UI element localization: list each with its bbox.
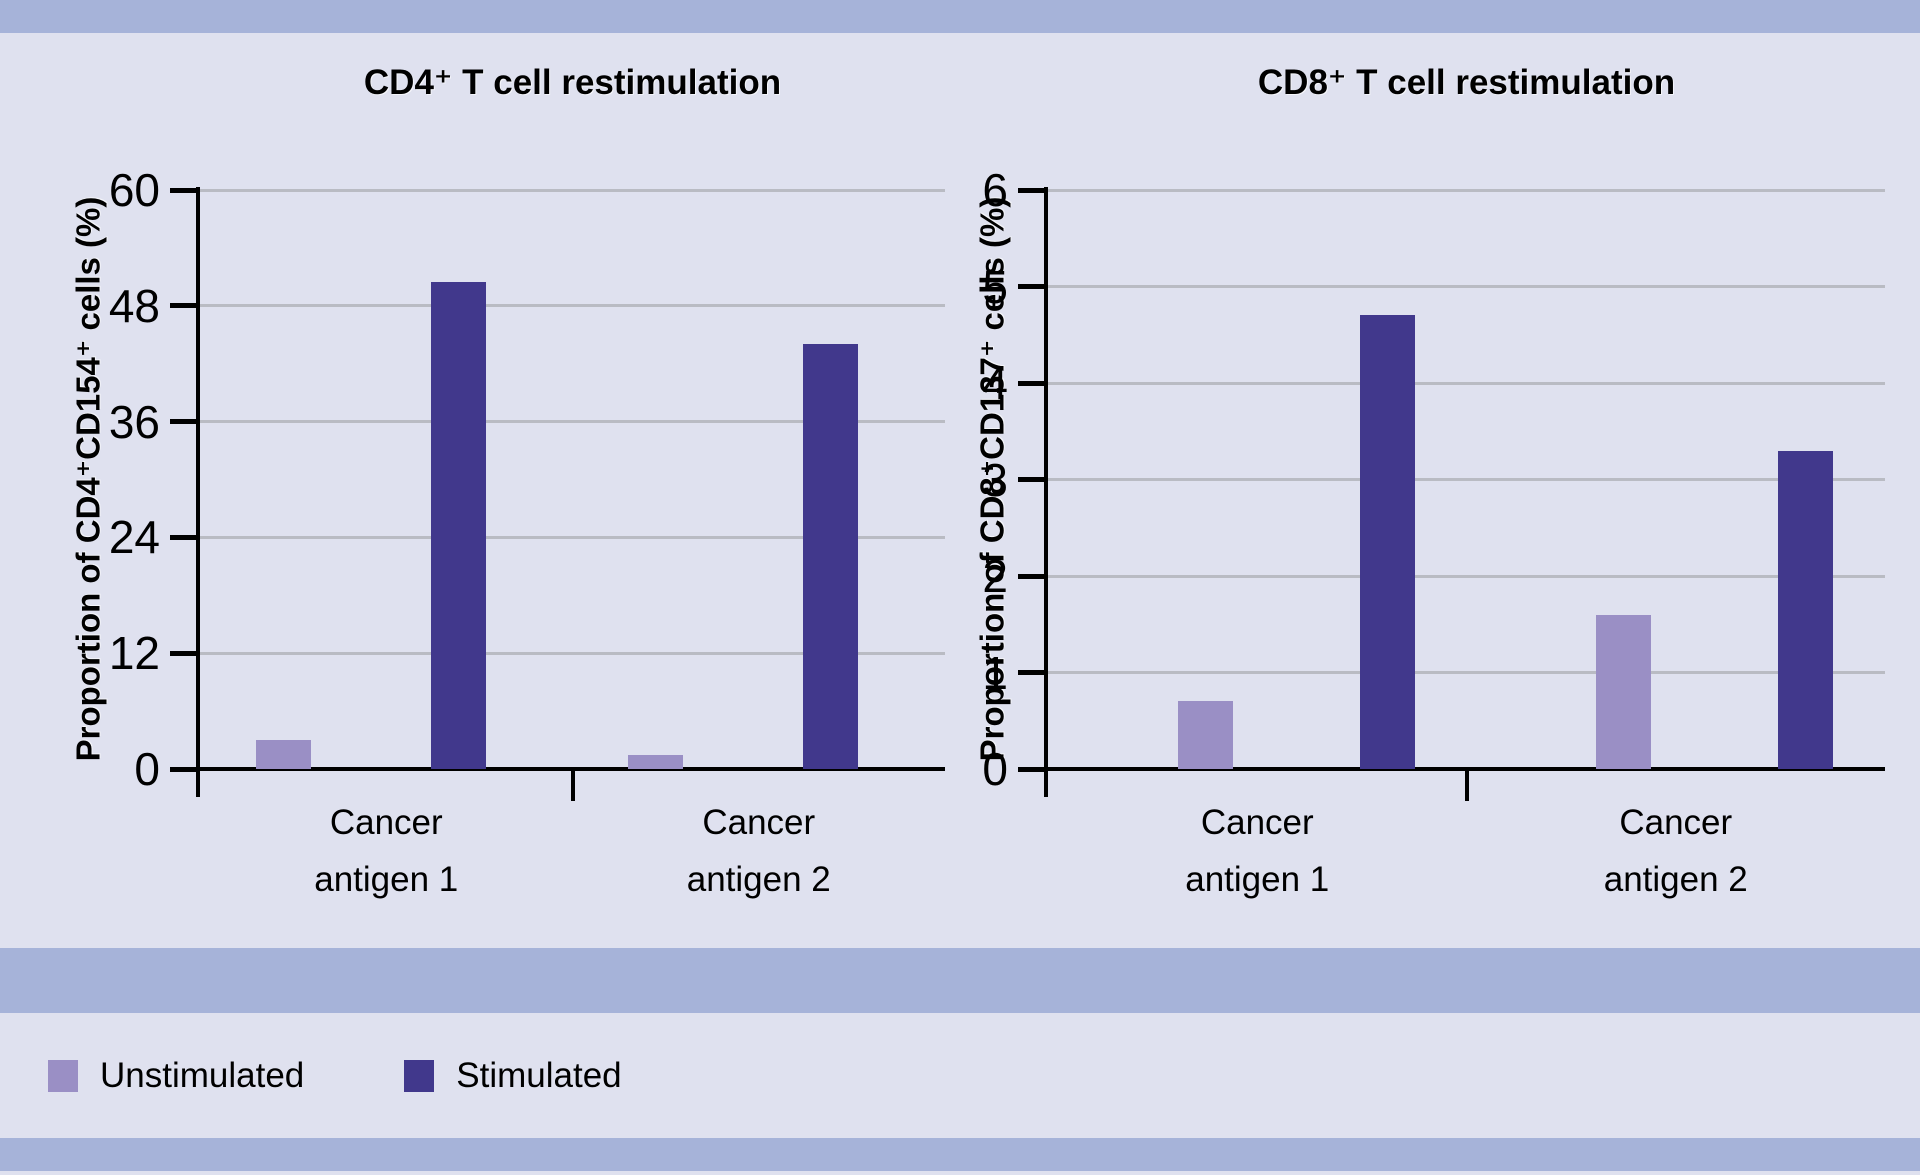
cd8-chart: CD8⁺ T cell restimulation Proportion of … [930, 33, 1920, 948]
category-cell-2: Cancer antigen 2 [573, 190, 946, 899]
cd4-y-axis-label: Proportion of CD4⁺CD154⁺ cells (%) [69, 196, 107, 762]
cd4-plot-area: 0 12 24 36 48 60 Cancer antigen 1 Cancer antigen … [109, 166, 946, 899]
y-tick-label-24: 24 [108, 511, 160, 564]
y-axis-line [196, 187, 200, 797]
y-tick-label-48: 48 [108, 279, 160, 332]
y-axis-line [1044, 187, 1048, 797]
bar-unstimulated-cancer-antigen-2 [1596, 614, 1652, 769]
category-cell-1: Cancer antigen 1 [200, 190, 573, 899]
y-tick-label-5: 5 [982, 260, 1008, 313]
gridline-1 [1048, 671, 1885, 675]
cd4-chart: CD4⁺ T cell restimulation Proportion of … [30, 33, 945, 948]
gridline-36 [200, 420, 945, 424]
gridline-60 [200, 188, 945, 192]
y-tick-label-1: 1 [982, 646, 1008, 699]
x-category-label-line: antigen 2 [1603, 859, 1748, 899]
bar-unstimulated-cancer-antigen-2 [628, 754, 684, 769]
x-category-label-line: antigen 2 [686, 859, 831, 899]
bar-unstimulated-cancer-antigen-1 [1177, 701, 1233, 769]
x-category-label-line: antigen 1 [314, 859, 459, 899]
y-tick-1 [1018, 670, 1048, 676]
x-category-label-2: Cancer antigen 2 [1467, 795, 1886, 908]
y-tick-2 [1018, 573, 1048, 579]
cd8-chart-title: CD8⁺ T cell restimulation [1257, 63, 1676, 102]
y-tick-3 [1018, 477, 1048, 482]
y-tick-12 [170, 650, 200, 656]
y-tick-5 [1018, 284, 1048, 289]
bar-unstimulated-cancer-antigen-1 [255, 740, 311, 769]
gridline-48 [200, 304, 945, 308]
cd4-chart-title: CD4⁺ T cell restimulation [363, 63, 782, 102]
gridline-2 [1048, 574, 1885, 578]
y-tick-label-3: 3 [982, 453, 1008, 506]
stimulated-swatch [404, 1059, 435, 1092]
unstimulated-label: Unstimulated [100, 1055, 305, 1095]
y-tick-36 [170, 419, 200, 425]
x-category-label-line: Cancer [329, 803, 443, 842]
category-divider-tick [1464, 769, 1469, 801]
legend-item-unstimulated: Unstimulated [48, 1056, 304, 1096]
x-axis-line [170, 767, 945, 771]
bar-stimulated-cancer-antigen-1 [1359, 315, 1415, 769]
category-cell-2: Cancer antigen 2 [1467, 190, 1886, 899]
y-tick-60 [170, 187, 200, 193]
separator-band [0, 948, 1920, 1013]
y-tick-6 [1018, 187, 1048, 193]
x-category-label-line: antigen 1 [1185, 859, 1330, 899]
unstimulated-swatch [48, 1059, 78, 1092]
legend: Unstimulated Stimulated [0, 1013, 1920, 1138]
y-tick-24 [170, 534, 200, 540]
y-tick-label-60: 60 [108, 164, 160, 216]
gridline-4 [1048, 381, 1885, 385]
gridline-5 [1048, 285, 1885, 288]
y-tick-label-2: 2 [982, 550, 1008, 603]
top-band [0, 0, 1920, 33]
category-cell-1: Cancer antigen 1 [1048, 190, 1467, 899]
x-axis-line [1018, 767, 1885, 771]
gridline-6 [1048, 188, 1885, 192]
bar-stimulated-cancer-antigen-1 [430, 281, 486, 769]
bottom-band [0, 1138, 1920, 1171]
y-tick-label-4: 4 [982, 357, 1008, 410]
category-divider-tick [570, 769, 575, 801]
y-tick-label-0: 0 [982, 743, 1008, 795]
x-category-label-1: Cancer antigen 1 [1048, 795, 1467, 908]
gridline-12 [200, 651, 945, 655]
x-category-label-1: Cancer antigen 1 [200, 795, 573, 908]
y-tick-label-0: 0 [134, 743, 160, 795]
y-tick-0 [170, 766, 200, 772]
bar-stimulated-cancer-antigen-2 [803, 344, 859, 769]
legend-item-stimulated: Stimulated [404, 1055, 622, 1096]
bar-stimulated-cancer-antigen-2 [1778, 450, 1834, 769]
gridline-3 [1048, 478, 1885, 481]
y-tick-label-36: 36 [108, 395, 160, 448]
x-category-label-line: Cancer [1200, 803, 1314, 842]
y-tick-0 [1018, 766, 1048, 772]
x-category-label-line: Cancer [702, 803, 816, 842]
stimulated-label: Stimulated [456, 1055, 622, 1095]
x-category-label-2: Cancer antigen 2 [573, 795, 946, 908]
gridline-24 [200, 535, 945, 539]
y-tick-4 [1018, 380, 1048, 386]
cd8-plot-area: 0 1 2 3 4 5 6 Cancer antigen 1 Cancer antigen 2 [982, 166, 1886, 899]
y-tick-label-6: 6 [982, 164, 1008, 216]
y-tick-label-12: 12 [108, 627, 160, 680]
y-tick-48 [170, 303, 200, 309]
x-category-label-line: Cancer [1619, 803, 1733, 842]
